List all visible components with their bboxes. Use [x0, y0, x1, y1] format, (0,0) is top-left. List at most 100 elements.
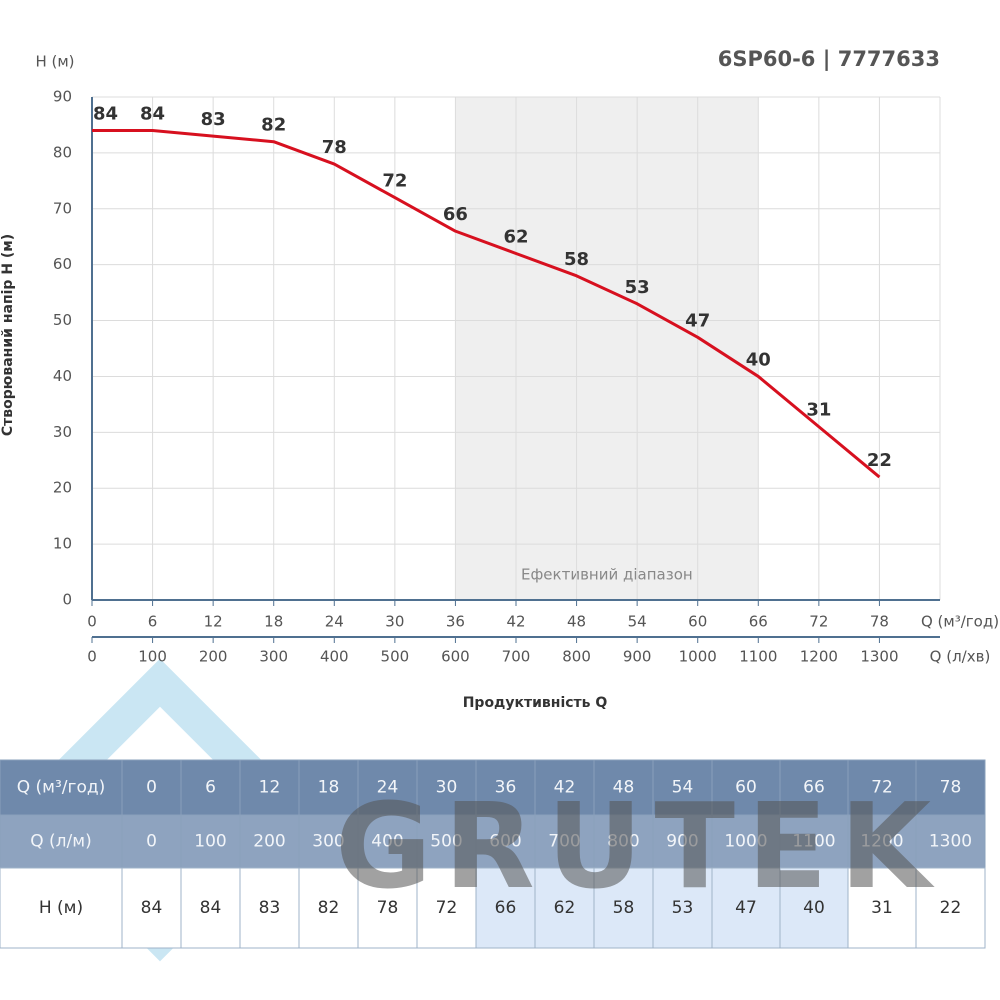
table-value: 40 [803, 898, 825, 918]
table-value: 12 [259, 778, 281, 798]
data-label: 78 [322, 137, 347, 158]
table-value: 36 [495, 778, 517, 798]
table-cell [239, 814, 300, 869]
y-tick-label: 30 [53, 423, 72, 441]
table-value: 83 [259, 898, 281, 918]
x2-tick-label: 1300 [860, 648, 898, 666]
table-value: 84 [200, 898, 222, 918]
table-row-header: Q (м³/год) [17, 778, 106, 798]
table-cell [0, 867, 123, 949]
y-tick-label: 60 [53, 255, 72, 273]
x-tick-label: 18 [264, 613, 283, 631]
table-cell [711, 759, 781, 816]
table-value: 82 [318, 898, 340, 918]
x-tick-label: 24 [325, 613, 344, 631]
table-cell [357, 814, 418, 869]
data-label: 40 [746, 349, 771, 370]
efficient-range-label: Ефективний діапазон [521, 566, 693, 584]
table-value: 53 [672, 898, 694, 918]
x-tick-label: 54 [628, 613, 647, 631]
table-cell [534, 759, 595, 816]
x2-tick-label: 600 [441, 648, 470, 666]
x-tick-label: 66 [749, 613, 768, 631]
table-cell [915, 867, 986, 949]
x2-tick-label: 1200 [800, 648, 838, 666]
data-label: 72 [382, 171, 407, 192]
y-unit-label: H (м) [35, 53, 74, 71]
table-cell [180, 867, 241, 949]
x-tick-label: 12 [204, 613, 223, 631]
table-value: 42 [554, 778, 576, 798]
efficient-range [455, 97, 759, 600]
x2-tick-label: 300 [259, 648, 288, 666]
table-value: 800 [607, 832, 639, 852]
data-label: 66 [443, 204, 468, 225]
table-value: 1300 [929, 832, 972, 852]
table-value: 60 [735, 778, 757, 798]
x-tick-label: 30 [385, 613, 404, 631]
x-tick-label: 48 [567, 613, 586, 631]
table-value: 500 [430, 832, 462, 852]
x2-tick-label: 200 [199, 648, 228, 666]
table-cell [534, 814, 595, 869]
table-value: 78 [940, 778, 962, 798]
data-label: 47 [685, 310, 710, 331]
data-label: 53 [625, 277, 650, 298]
y-tick-label: 20 [53, 479, 72, 497]
table-value: 1100 [792, 832, 835, 852]
table-cell [121, 814, 182, 869]
table-value: 30 [436, 778, 458, 798]
data-label: 84 [93, 104, 118, 125]
x-tick-label: 6 [148, 613, 158, 631]
table-cell [357, 759, 418, 816]
data-label: 22 [867, 450, 892, 471]
x2-tick-label: 100 [138, 648, 167, 666]
table-value: 22 [940, 898, 962, 918]
table-value: 100 [194, 832, 226, 852]
table-value: 47 [735, 898, 757, 918]
table-cell [0, 814, 123, 869]
table-cell [357, 867, 418, 949]
table-cell [593, 814, 654, 869]
watermark-text: GRUTEK [335, 777, 943, 915]
table-cell [711, 814, 781, 869]
table-cell [475, 867, 536, 949]
table-value: 0 [146, 778, 157, 798]
x2-tick-label: 500 [381, 648, 410, 666]
data-label: 83 [201, 109, 226, 130]
y-tick-label: 0 [62, 591, 72, 609]
x2-tick-label: 700 [502, 648, 531, 666]
table-value: 900 [666, 832, 698, 852]
table-cell [239, 759, 300, 816]
table-value: 1200 [860, 832, 903, 852]
y-tick-label: 40 [53, 367, 72, 385]
table-cell [593, 867, 654, 949]
table-value: 48 [613, 778, 635, 798]
x2-tick-label: 1100 [739, 648, 777, 666]
table-cell [711, 867, 781, 949]
x-axis-title: Продуктивність Q [463, 695, 608, 711]
table-value: 24 [377, 778, 399, 798]
table-cell [847, 759, 917, 816]
chart-title: 6SP60-6 | 7777633 [718, 47, 940, 72]
table-value: 58 [613, 898, 635, 918]
table-row-header: H (м) [39, 898, 83, 918]
y-tick-label: 80 [53, 143, 72, 161]
data-label: 62 [503, 226, 528, 247]
x-tick-label: 60 [688, 613, 707, 631]
table-value: 1000 [724, 832, 767, 852]
x2-tick-label: 900 [623, 648, 652, 666]
x-tick-label: 42 [506, 613, 525, 631]
table-value: 400 [371, 832, 403, 852]
table-cell [0, 759, 123, 816]
table-value: 200 [253, 832, 285, 852]
table-cell [239, 867, 300, 949]
table-value: 72 [436, 898, 458, 918]
table-value: 0 [146, 832, 157, 852]
y-tick-label: 10 [53, 535, 72, 553]
table-cell [416, 814, 477, 869]
y-tick-label: 90 [53, 88, 72, 106]
x-tick-label: 36 [446, 613, 465, 631]
table-value: 600 [489, 832, 521, 852]
